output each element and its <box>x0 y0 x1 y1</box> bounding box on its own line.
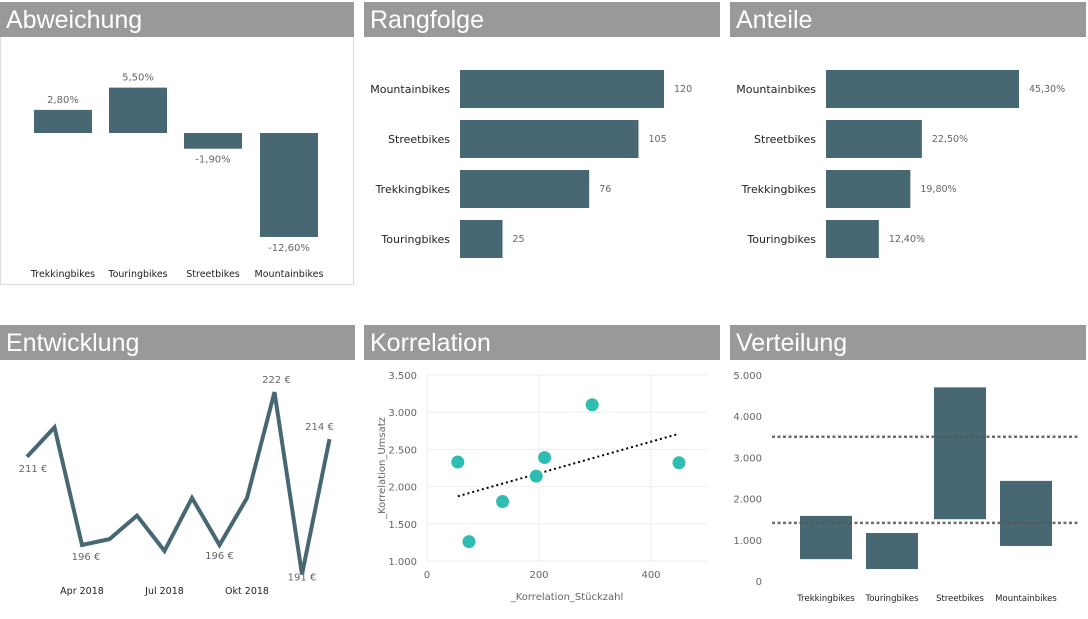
data-label: 19,80% <box>920 184 956 195</box>
data-label: 211 € <box>19 464 48 475</box>
title-anteile: Anteile <box>730 2 1086 37</box>
y-tick-label: 4.000 <box>733 412 762 423</box>
bar-touringbikes <box>109 87 167 133</box>
x-tick-label: Streetbikes <box>936 594 984 604</box>
rangfolge-chart: Mountainbikes 120 Streetbikes 105 Trekkingbi… <box>370 70 692 258</box>
scatter-point <box>538 451 552 465</box>
data-label: -1,90% <box>195 155 230 166</box>
x-tick-label: 200 <box>529 570 548 581</box>
x-tick-label: 400 <box>641 570 660 581</box>
scatter-point <box>585 398 599 412</box>
y-tick-label: 5.000 <box>733 371 762 382</box>
data-label: 12,40% <box>889 234 925 245</box>
x-tick-label: 0 <box>424 570 430 581</box>
bar-trekkingbikes <box>34 109 92 133</box>
entwicklung-chart: 211 € 196 € 196 € 222 € 191 € 214 € Apr 2018 Ju… <box>19 375 334 597</box>
scatter-point <box>451 455 465 469</box>
anteile-chart: Mountainbikes 45,30% Streetbikes 22,50% Trek… <box>736 70 1065 258</box>
data-label: 120 <box>674 84 692 95</box>
y-tick-label: 1.500 <box>388 520 417 531</box>
bar-trekkingbikes <box>460 170 590 208</box>
y-tick-label: 1.000 <box>733 536 762 547</box>
x-tick-label: Streetbikes <box>186 269 240 280</box>
data-label: 45,30% <box>1029 84 1065 95</box>
data-label: 214 € <box>305 422 334 433</box>
y-tick-label: 1.000 <box>388 557 417 568</box>
bar-touringbikes <box>460 220 503 258</box>
title-abweichung: Abweichung <box>0 2 354 37</box>
title-rangfolge: Rangfolge <box>364 2 720 37</box>
korrelation-chart: 1.000 1.500 2.000 2.500 3.000 3.500 0 200 400 _Ko… <box>377 371 707 603</box>
bar-trekkingbikes <box>800 515 852 560</box>
scatter-point <box>529 469 543 483</box>
data-label: 191 € <box>288 572 317 583</box>
x-tick-label: Okt 2018 <box>225 586 269 597</box>
bar-streetbikes <box>184 133 242 149</box>
title-entwicklung: Entwicklung <box>0 325 355 360</box>
bar-mountainbikes <box>460 70 664 108</box>
scatter-point <box>672 456 686 470</box>
bar-mountainbikes <box>260 133 318 237</box>
bar-streetbikes <box>826 120 922 158</box>
data-label: -12,60% <box>268 243 310 254</box>
data-label: 2,80% <box>47 95 79 106</box>
x-tick-label: Touringbikes <box>107 269 167 280</box>
bar-mountainbikes <box>1000 480 1052 546</box>
scatter-point <box>462 535 476 549</box>
x-tick-label: Apr 2018 <box>60 586 104 597</box>
bar-touringbikes <box>826 220 879 258</box>
y-tick-label: Mountainbikes <box>736 83 816 96</box>
data-label: 22,50% <box>932 134 968 145</box>
y-tick-label: Touringbikes <box>380 233 450 246</box>
x-tick-label: Touringbikes <box>864 594 919 604</box>
bar-streetbikes <box>934 387 986 520</box>
data-label: 196 € <box>72 552 101 563</box>
x-tick-label: Mountainbikes <box>255 269 324 280</box>
bar-touringbikes <box>866 533 918 570</box>
y-tick-label: Streetbikes <box>388 133 450 146</box>
x-tick-label: Trekkingbikes <box>796 594 855 604</box>
y-tick-label: Mountainbikes <box>370 83 450 96</box>
y-tick-label: Touringbikes <box>746 233 816 246</box>
trendline <box>457 432 680 498</box>
bar-streetbikes <box>460 120 639 158</box>
bar-mountainbikes <box>826 70 1019 108</box>
y-tick-label: Trekkingbikes <box>741 183 817 196</box>
y-tick-label: Trekkingbikes <box>375 183 451 196</box>
x-tick-label: Jul 2018 <box>144 586 184 597</box>
data-label: 222 € <box>262 375 291 386</box>
y-tick-label: 3.000 <box>733 453 762 464</box>
x-tick-label: Mountainbikes <box>995 594 1057 604</box>
y-tick-label: 3.000 <box>388 408 417 419</box>
title-verteilung: Verteilung <box>730 325 1086 360</box>
abweichung-chart: 2,80% Trekkingbikes 5,50% Touringbikes -1,90… <box>30 73 324 280</box>
data-label: 25 <box>513 234 525 245</box>
y-tick-label: Streetbikes <box>754 133 816 146</box>
data-label: 5,50% <box>122 73 154 84</box>
line-series <box>25 391 332 575</box>
y-tick-label: 2.500 <box>388 445 417 456</box>
y-tick-label: 3.500 <box>388 371 417 382</box>
y-tick-label: 2.000 <box>388 483 417 494</box>
verteilung-chart: 0 1.000 2.000 3.000 4.000 5.000 Trekkingbikes T… <box>733 371 1078 604</box>
data-label: 105 <box>649 134 667 145</box>
data-label: 196 € <box>205 551 234 562</box>
y-tick-label: 0 <box>756 577 762 588</box>
x-tick-label: Trekkingbikes <box>30 269 95 280</box>
scatter-point <box>496 494 510 508</box>
y-axis-title: _Korrelation_Umsatz <box>377 417 388 520</box>
x-axis-title: _Korrelation_Stückzahl <box>510 592 624 603</box>
title-korrelation: Korrelation <box>364 325 720 360</box>
data-label: 76 <box>599 184 611 195</box>
y-tick-label: 2.000 <box>733 495 762 506</box>
bar-trekkingbikes <box>826 170 911 208</box>
